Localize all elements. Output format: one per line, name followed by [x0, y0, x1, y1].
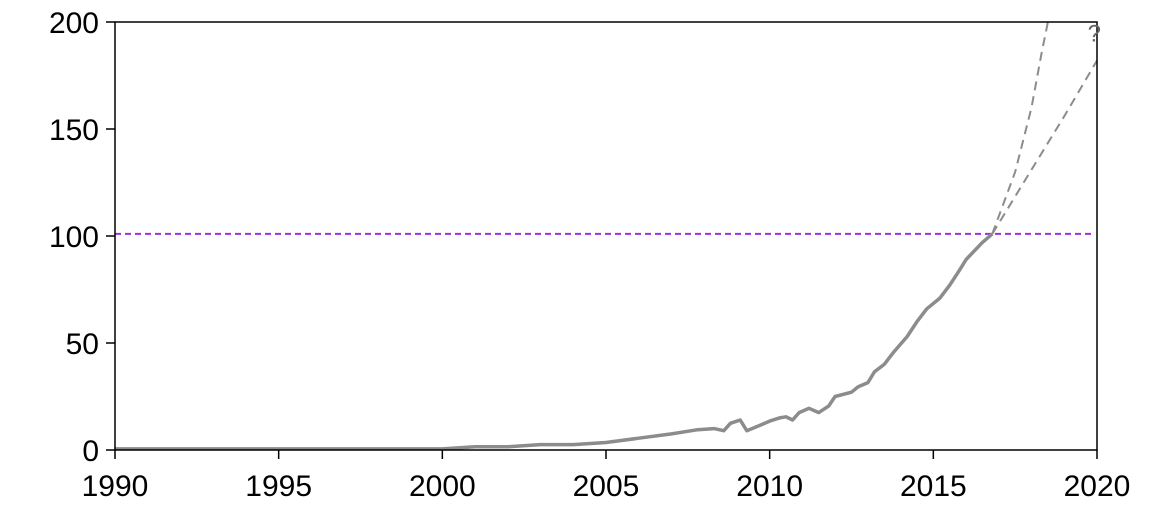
- y-tick-label: 50: [66, 328, 99, 361]
- plot-frame: [114, 21, 1098, 451]
- y-tick-label: 200: [49, 7, 99, 40]
- x-tick-label: 2000: [409, 470, 476, 503]
- series-line-0: [115, 232, 994, 450]
- x-tick-label: 1995: [245, 470, 312, 503]
- tick-labels: 0 50 100 150 200 1990 1995 2000 2005 2010 2015 2020: [49, 7, 1130, 503]
- series-line-2: [991, 59, 1097, 235]
- y-tick-label: 100: [49, 221, 99, 254]
- x-tick-label: 1990: [82, 470, 149, 503]
- x-tick-label: 2020: [1064, 470, 1131, 503]
- y-tick-label: 0: [82, 435, 99, 468]
- x-tick-label: 2005: [573, 470, 640, 503]
- y-tick-label: 150: [49, 114, 99, 147]
- series-lines: [115, 22, 1097, 450]
- annotations: ?: [1088, 21, 1101, 48]
- annotation-label: ?: [1088, 21, 1101, 48]
- axes: [106, 21, 1098, 459]
- x-tick-label: 2010: [736, 470, 803, 503]
- x-tick-label: 2015: [900, 470, 967, 503]
- series-line-1: [991, 22, 1049, 235]
